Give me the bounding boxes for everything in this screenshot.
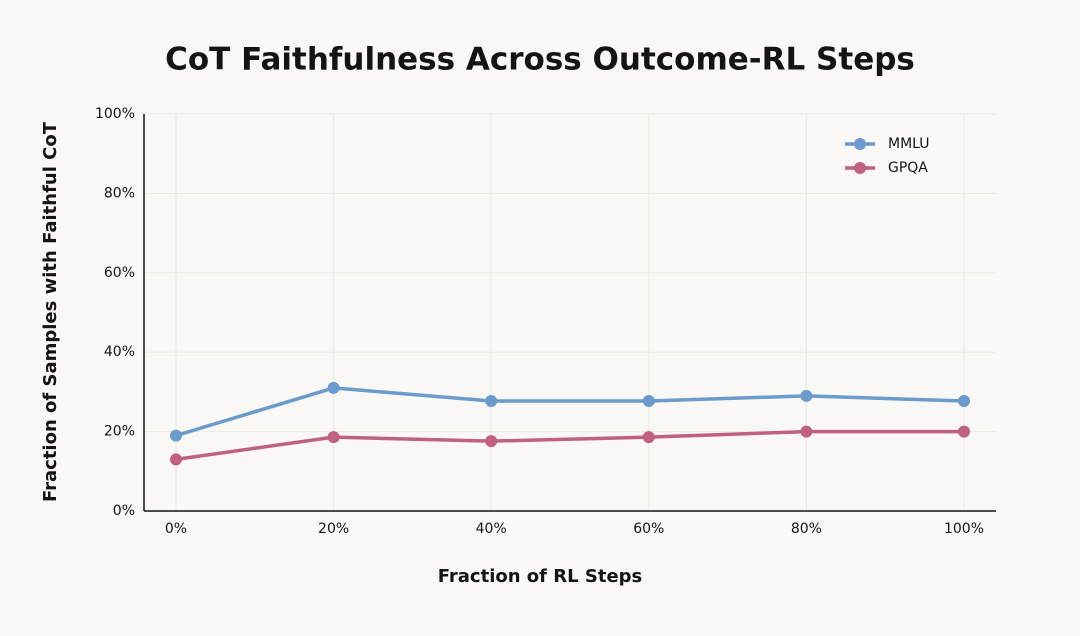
y-tick-label: 0%	[113, 503, 135, 519]
y-tick-label: 100%	[95, 106, 135, 122]
data-point	[327, 381, 340, 394]
legend-marker	[854, 162, 866, 174]
x-tick-label: 100%	[944, 521, 984, 537]
legend-label: GPQA	[888, 160, 928, 176]
y-tick-label: 60%	[104, 265, 135, 281]
x-tick-label: 80%	[791, 521, 822, 537]
x-tick-label: 60%	[633, 521, 664, 537]
data-point	[327, 431, 340, 444]
x-axis-label: Fraction of RL Steps	[438, 566, 643, 587]
x-tick-label: 40%	[476, 521, 507, 537]
grid	[144, 113, 996, 512]
data-point	[800, 425, 813, 438]
plot	[170, 381, 970, 466]
y-tick-label: 40%	[104, 344, 135, 360]
y-tick-label: 80%	[104, 185, 135, 201]
series-line	[175, 429, 964, 462]
y-axis-label: Fraction of Samples with Faithful CoT	[40, 121, 61, 502]
data-point	[800, 389, 813, 402]
x-tick-label: 20%	[318, 521, 349, 537]
data-point	[642, 431, 655, 444]
data-point	[485, 395, 498, 408]
data-point	[170, 453, 182, 466]
data-point	[170, 429, 182, 442]
data-point	[958, 395, 970, 408]
data-point	[485, 435, 498, 448]
y-tick-label: 20%	[104, 424, 135, 440]
x-tick-label: 0%	[165, 521, 187, 537]
legend-label: MMLU	[888, 136, 930, 152]
chart-title: CoT Faithfulness Across Outcome-RL Steps	[165, 42, 915, 78]
legend-marker	[854, 138, 866, 150]
data-point	[958, 425, 970, 438]
data-point	[642, 395, 655, 408]
series-line	[175, 386, 965, 438]
